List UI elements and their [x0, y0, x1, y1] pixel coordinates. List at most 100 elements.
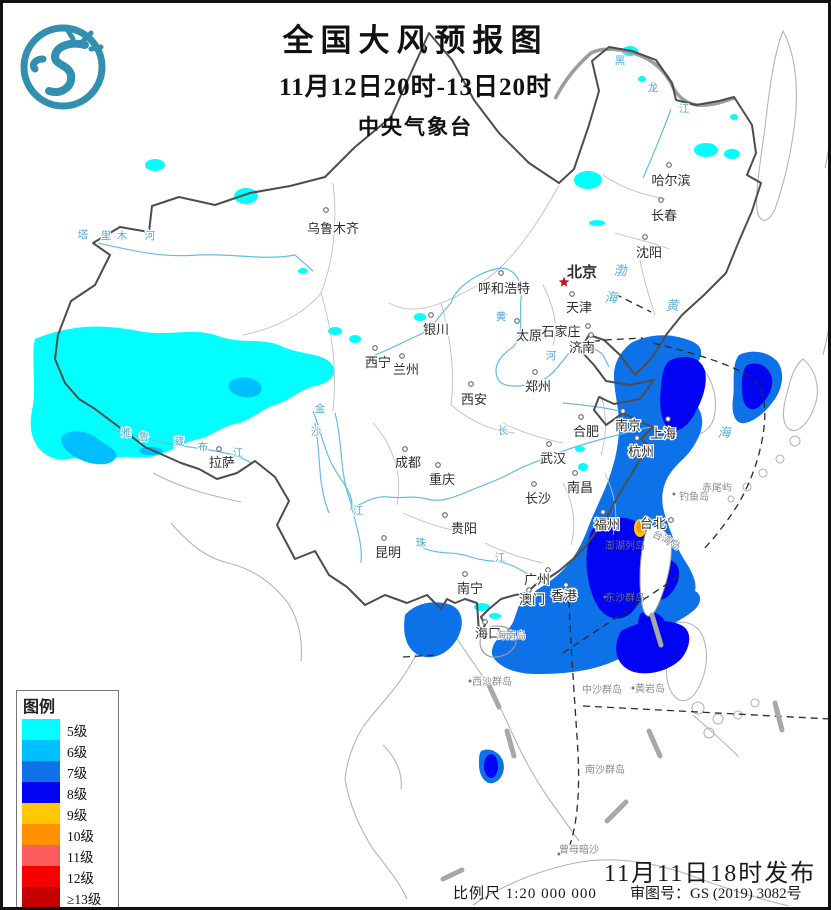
river-label: 金	[315, 402, 326, 415]
river-label: 布	[198, 441, 209, 453]
japan-honshu-line	[822, 328, 828, 356]
china-wind-map: 乌鲁木齐 哈尔滨 长春 沈阳 北京 天津 呼和浩特 太原 石家庄 济南 银川 西…	[20, 24, 828, 907]
logo-dragon-body	[45, 39, 89, 96]
legend-row: 7级	[22, 761, 118, 782]
legend-swatch-9	[22, 803, 60, 824]
city-label: 福州	[594, 517, 620, 532]
philippine-island	[691, 701, 705, 715]
legend-row: 6级	[22, 740, 118, 761]
island-label-zengmu: 曾母暗沙	[559, 843, 599, 856]
legend-swatch-13plus	[22, 887, 60, 907]
city-label: 银川	[423, 322, 449, 337]
wind-area-5-tibet	[30, 326, 335, 461]
legend-swatch-6	[22, 740, 60, 761]
island-label-dongsha: 东沙群岛	[605, 591, 645, 604]
city-label: 乌鲁木齐	[307, 221, 359, 236]
city-label: 上海	[650, 426, 676, 441]
legend-swatch-5	[22, 719, 60, 740]
island-label-penghu: 澎湖列岛	[605, 539, 645, 552]
legend-swatch-8	[22, 782, 60, 803]
city-label: 南昌	[567, 480, 593, 495]
philippine-island	[733, 710, 743, 720]
ryukyu-island	[727, 495, 735, 503]
bay-of-bengal-coast	[170, 522, 302, 662]
province-boundaries	[242, 174, 670, 564]
kyushu-outline	[782, 358, 818, 431]
vietnam-coast	[442, 612, 580, 842]
legend-swatch-12	[22, 866, 60, 887]
city-label: 重庆	[429, 472, 455, 487]
city-label: 哈尔滨	[651, 173, 690, 188]
wind-areas	[30, 46, 783, 784]
city-label: 西安	[461, 392, 487, 407]
legend-label: ≥13级	[67, 891, 102, 907]
logo-dragon-claw	[29, 55, 47, 73]
legend-row: ≥13级	[22, 887, 118, 907]
city-label: 昆明	[375, 545, 401, 560]
map-approval-no: 审图号：GS (2019) 3082号	[630, 886, 802, 902]
borneo-coast	[472, 859, 790, 907]
wind-spot-10	[636, 521, 644, 533]
river-label: 沙	[311, 426, 322, 438]
river-labels: 塔 里 木 河 黄 河 长 金 沙 江 雅 鲁 藏 布 江 珠 江 黑 龙 江	[77, 54, 691, 565]
city-label: 台北	[640, 516, 666, 531]
pearl-river	[422, 547, 534, 578]
cma-logo	[20, 24, 106, 110]
kuril-line	[824, 148, 828, 169]
city-label: 郑州	[525, 379, 551, 394]
river-label: 黑	[615, 55, 626, 67]
river-label: 鲁	[139, 430, 150, 443]
sea-label-bohai: 渤	[613, 263, 628, 278]
philippine-island	[712, 713, 724, 725]
island-dots	[468, 492, 676, 856]
legend-label: 11级	[67, 849, 94, 865]
river-label: 江	[353, 505, 364, 517]
city-label: 海口	[475, 626, 501, 641]
city-label: 成都	[395, 455, 421, 470]
wind-patches-6	[61, 377, 262, 465]
legend-row: 9级	[22, 803, 118, 824]
city-label: 长沙	[525, 491, 551, 506]
city-label: 天津	[566, 300, 592, 315]
city-label: 呼和浩特	[478, 281, 530, 296]
city-label: 兰州	[393, 362, 419, 377]
gulf-of-thailand	[382, 744, 402, 790]
legend-swatch-7	[22, 761, 60, 782]
sea-label-bohai: 海	[604, 290, 619, 305]
river-label: 雅	[121, 426, 132, 439]
island-label-diaoyu: 钓鱼岛	[679, 490, 709, 503]
river-label: 江	[495, 552, 506, 564]
sea-label-yellow-sea: 黄	[665, 298, 680, 313]
river-label: 河	[546, 350, 557, 362]
river-label: 木	[117, 230, 128, 242]
city-label: 拉萨	[209, 455, 235, 470]
island-label-nansha: 南沙群岛	[585, 763, 625, 776]
legend-row: 5级	[22, 719, 118, 740]
legend-label: 5级	[67, 723, 88, 739]
river-label: 珠	[416, 536, 427, 549]
river-label: 黄	[496, 310, 507, 323]
nepal-border	[152, 472, 242, 503]
ryukyu-island	[775, 454, 785, 464]
legend-label: 10级	[67, 828, 94, 844]
river-label: 塔	[78, 228, 89, 241]
legend-label: 7级	[67, 765, 88, 781]
huai-river	[562, 402, 620, 412]
songhua-river	[642, 108, 672, 179]
city-label: 石家庄	[541, 324, 580, 339]
legend-swatch-11	[22, 845, 60, 866]
city-label: 南宁	[457, 581, 483, 596]
capital-star-icon	[558, 276, 570, 287]
sea-label-east-china-sea: 海	[717, 425, 732, 440]
dashed-boundary-lines	[402, 293, 828, 846]
philippine-island	[750, 698, 760, 708]
china-national-boundary	[54, 32, 762, 634]
city-label: 合肥	[573, 424, 599, 439]
island-label-xisha: 西沙群岛	[472, 675, 512, 688]
legend-title: 图例	[23, 699, 56, 716]
island-label-zhongsha: 中沙群岛	[582, 683, 622, 696]
city-labels: 乌鲁木齐 哈尔滨 长春 沈阳 北京 天津 呼和浩特 太原 石家庄 济南 银川 西…	[208, 172, 692, 643]
logo-ring	[20, 24, 106, 110]
logo-dragon-horns	[64, 26, 104, 52]
river-label: 藏	[174, 436, 185, 448]
